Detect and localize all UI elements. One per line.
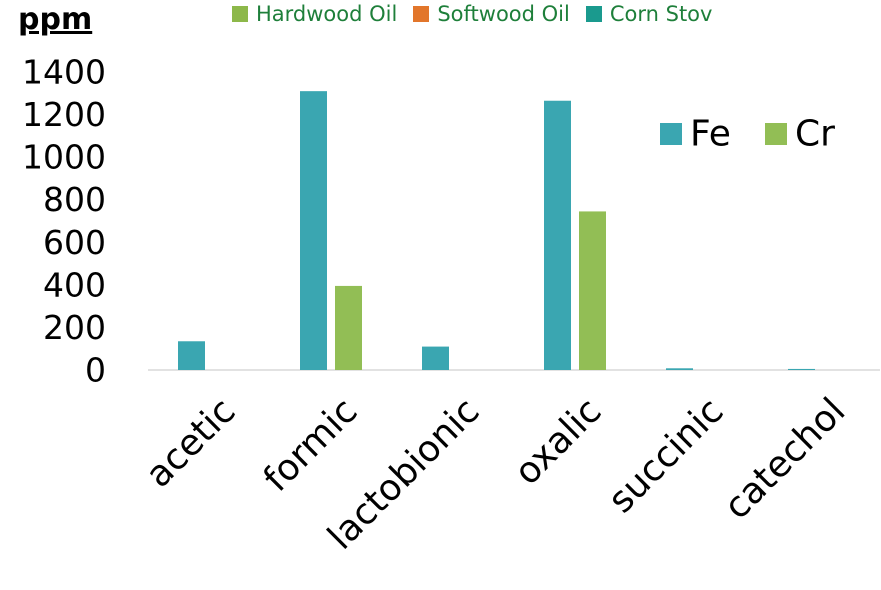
legend-label: Cr bbox=[795, 114, 835, 155]
bar-fe-formic bbox=[300, 91, 327, 371]
x-tick-label: oxalic bbox=[507, 390, 610, 493]
bars bbox=[178, 91, 815, 371]
top-legend: Hardwood Oil Softwood Oil Corn Stov bbox=[232, 2, 881, 30]
y-tick-label: 1000 bbox=[22, 138, 106, 177]
bar-fe-lactobionic bbox=[422, 346, 449, 370]
y-tick-label: 600 bbox=[43, 223, 106, 262]
bar-cr-formic bbox=[335, 285, 362, 370]
y-tick-label: 200 bbox=[43, 308, 106, 347]
x-tick-label: formic bbox=[256, 390, 365, 499]
top-legend-item: Hardwood Oil bbox=[232, 2, 397, 26]
bar-fe-acetic bbox=[178, 341, 205, 370]
legend-label: Fe bbox=[690, 114, 731, 155]
legend-swatch bbox=[765, 123, 787, 145]
x-tick-label: catechol bbox=[716, 390, 853, 527]
bar-fe-oxalic bbox=[544, 100, 571, 370]
y-tick-label: 1400 bbox=[22, 53, 106, 92]
x-tick-label: acetic bbox=[138, 390, 243, 495]
top-legend-label: Softwood Oil bbox=[437, 2, 570, 26]
bar-fe-succinic bbox=[666, 368, 693, 370]
y-tick-label: 1200 bbox=[22, 95, 106, 134]
y-tick-label: 0 bbox=[85, 351, 106, 390]
y-tick-label: 800 bbox=[43, 180, 106, 219]
legend-swatch bbox=[660, 123, 682, 145]
top-legend-swatch bbox=[585, 6, 602, 22]
top-legend-label: Corn Stov bbox=[609, 2, 713, 26]
top-legend-swatch bbox=[232, 6, 248, 22]
bar-fe-catechol bbox=[788, 368, 815, 370]
y-tick-label: 400 bbox=[43, 265, 106, 304]
legend: Fe Cr bbox=[660, 114, 835, 155]
top-legend-item: Corn Stov bbox=[585, 2, 713, 26]
bar-cr-oxalic bbox=[579, 211, 606, 370]
x-tick-label: succinic bbox=[601, 390, 732, 521]
top-legend-item: Softwood Oil bbox=[413, 2, 570, 26]
top-legend-swatch bbox=[413, 6, 430, 22]
top-legend-label: Hardwood Oil bbox=[256, 2, 398, 26]
y-axis-label: ppm bbox=[18, 2, 93, 37]
